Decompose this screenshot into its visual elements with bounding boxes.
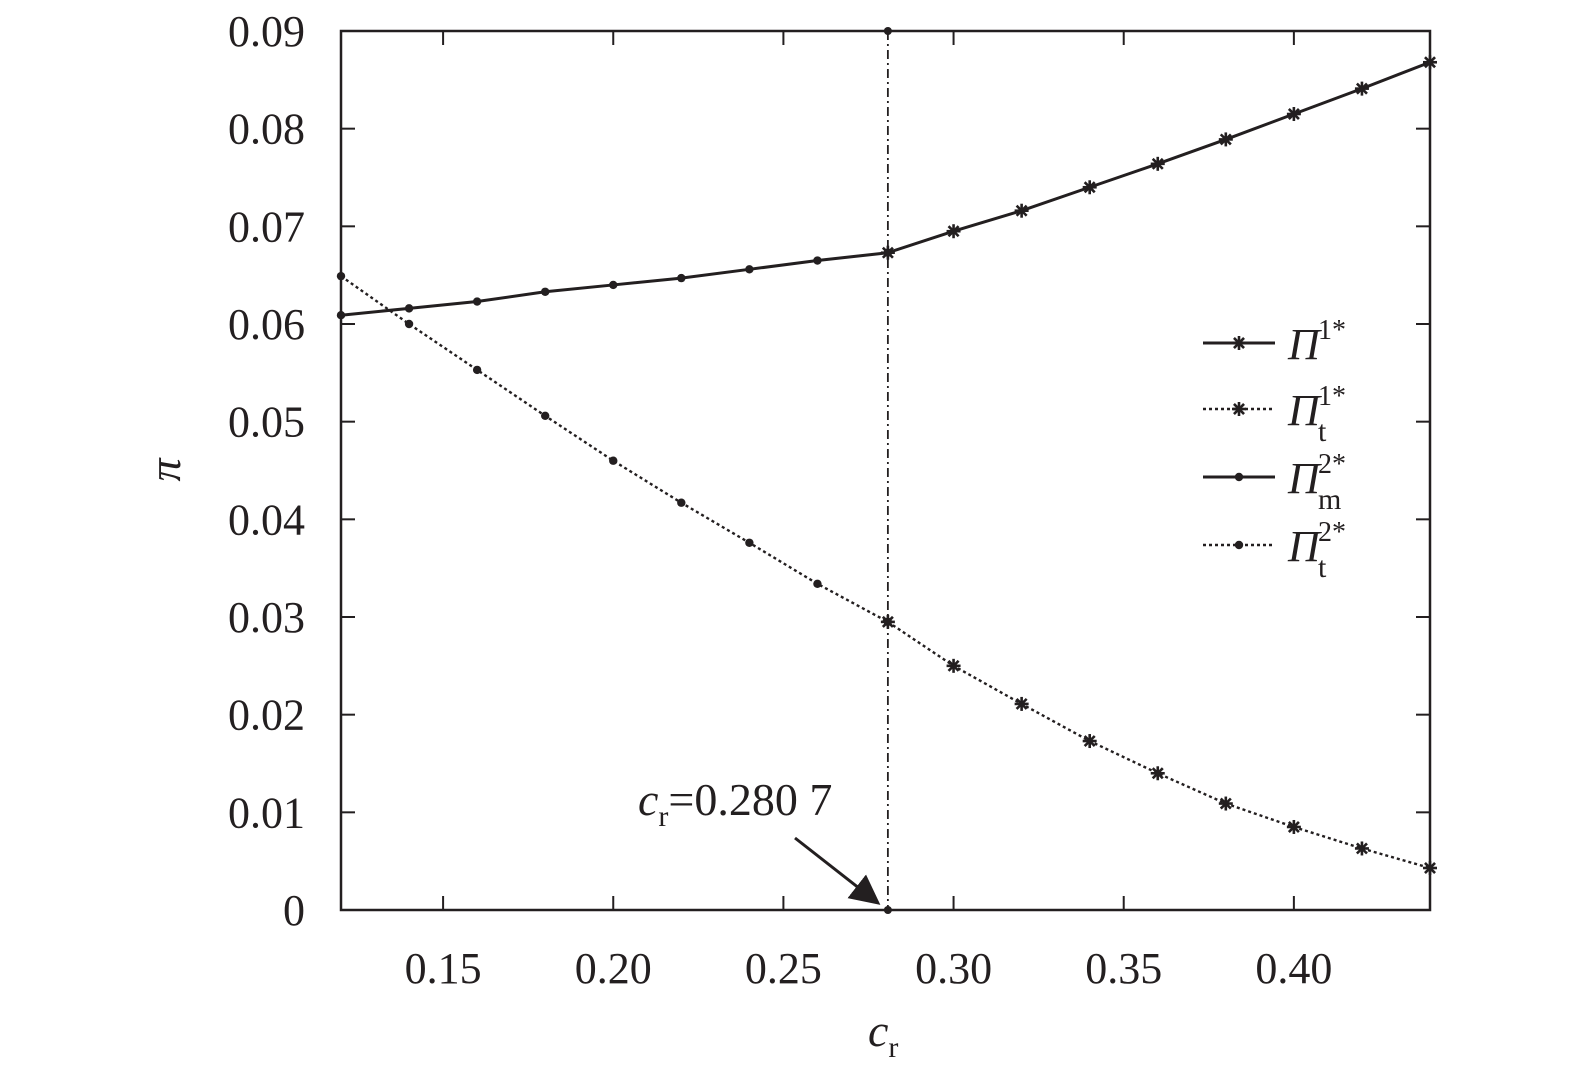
y-tick-label: 0.02 [228, 691, 305, 740]
data-point [1423, 55, 1437, 70]
data-point [540, 287, 550, 296]
series-line [340, 275, 889, 623]
threshold-annotation: cr=0.280 7 [638, 774, 832, 833]
y-tick-label: 0.07 [228, 202, 305, 251]
data-point [1218, 132, 1233, 147]
data-point [1082, 180, 1097, 195]
legend-marker [1234, 540, 1244, 550]
legend-label: Π2* m [1287, 449, 1346, 516]
data-point [1014, 203, 1029, 218]
y-tick-label: 0.06 [228, 300, 305, 349]
x-tick-label: 0.40 [1255, 944, 1332, 993]
data-point [336, 311, 346, 320]
threshold-bottom-point [883, 906, 892, 914]
legend-item: Π1* [1203, 315, 1346, 369]
data-point [1354, 81, 1369, 96]
series-3 [336, 271, 893, 627]
data-point [404, 319, 414, 329]
legend-label: Π2* t [1287, 517, 1346, 584]
legend-item: Π2* m [1203, 449, 1346, 516]
data-point [1218, 796, 1233, 811]
legend-marker [1232, 336, 1246, 350]
data-point [1150, 766, 1165, 781]
data-point [472, 297, 482, 306]
legend-label: Π1* t [1287, 381, 1346, 448]
data-point [745, 265, 754, 274]
y-tick-label: 0.08 [228, 105, 305, 154]
data-point [1150, 156, 1165, 171]
threshold-arrow [794, 836, 881, 905]
y-tick-label: 0.05 [228, 398, 305, 447]
x-tick-label: 0.20 [575, 944, 652, 993]
legend-item: Π2* t [1203, 517, 1346, 584]
x-axis-label: cr [868, 1005, 898, 1064]
x-tick-label: 0.35 [1085, 944, 1162, 993]
data-point [540, 411, 550, 421]
y-tick-label: 0.03 [228, 593, 305, 642]
series-0 [880, 55, 1437, 260]
data-point [1286, 819, 1301, 834]
legend-item: Π1* t [1203, 381, 1346, 448]
plot-area: 0 0.01 0.02 0.03 0.04 0.05 0.06 0.07 0.08 0.09 0.1… [139, 7, 1437, 1064]
x-tick-label: 0.25 [745, 944, 822, 993]
data-point [946, 224, 961, 239]
data-point [745, 538, 754, 547]
data-point [609, 280, 618, 290]
series-2 [336, 248, 893, 320]
data-point [472, 365, 482, 375]
y-axis-label: π [139, 457, 190, 482]
data-point [883, 248, 893, 257]
x-tick-label: 0.30 [915, 944, 992, 993]
data-point [677, 498, 686, 507]
data-point [1082, 734, 1097, 749]
y-tick-label: 0.04 [228, 495, 305, 544]
plot-frame [339, 29, 1432, 912]
legend-marker [1232, 402, 1246, 416]
series-line [887, 620, 1431, 870]
data-point [883, 617, 893, 627]
data-point [1354, 841, 1369, 856]
data-point [813, 579, 822, 588]
legend-label: Π1* [1287, 315, 1346, 369]
data-point [336, 271, 346, 281]
y-tick-label: 0.09 [228, 7, 305, 56]
data-point [609, 456, 618, 465]
data-point [1014, 696, 1029, 711]
x-tick-label: 0.15 [405, 944, 482, 993]
y-tick-label: 0 [283, 886, 305, 935]
threshold-top-point [883, 27, 892, 35]
data-point [1286, 107, 1301, 122]
data-point [813, 256, 822, 265]
y-tick-label: 0.01 [228, 788, 305, 837]
series-1 [880, 614, 1437, 876]
data-point [404, 304, 414, 313]
data-point [677, 273, 686, 283]
legend: Π1* Π1* tΠ2* mΠ2* t [1203, 315, 1346, 584]
data-point [1423, 861, 1437, 876]
data-point [946, 658, 961, 673]
legend-marker [1234, 472, 1244, 482]
